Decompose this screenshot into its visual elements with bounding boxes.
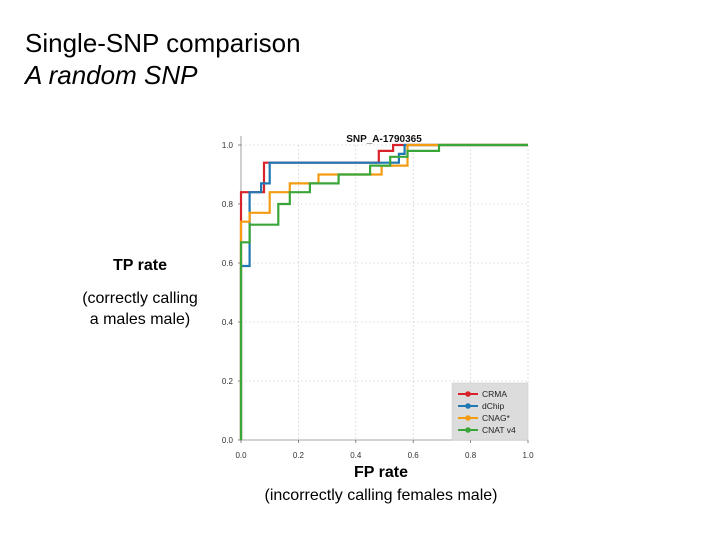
legend-label: CRMA (482, 389, 507, 399)
y-tick-label: 0.4 (222, 318, 234, 327)
series-lines (239, 143, 528, 440)
y-axis-sublabel: (correctly calling a males male) (40, 288, 240, 330)
y-tick-label: 0.6 (222, 259, 234, 268)
x-tick-label: 0.2 (293, 451, 305, 460)
slide-subtitle: A random SNP (25, 60, 198, 90)
x-tick-label: 0.8 (465, 451, 477, 460)
series-line-cnag (239, 143, 528, 440)
slide-title: Single-SNP comparison (25, 28, 301, 58)
y-axis-sublabel-line1: (correctly calling (82, 290, 198, 307)
series-line-dchip (239, 143, 528, 440)
y-axis-label: TP rate (113, 257, 167, 274)
x-tick-label: 1.0 (522, 451, 534, 460)
x-axis-label: FP rate (354, 464, 408, 481)
x-tick-label: 0.6 (408, 451, 420, 460)
y-axis-sublabel-line2: a males male) (89, 311, 191, 328)
legend-marker (465, 415, 471, 421)
legend-label: CNAT v4 (482, 425, 516, 435)
y-tick-label: 1.0 (222, 141, 234, 150)
legend-marker (465, 427, 471, 433)
legend-marker (465, 403, 471, 409)
legend-label: dChip (482, 401, 504, 411)
x-axis-sublabel: (incorrectly calling females male) (264, 487, 498, 504)
plot-title: SNP_A-1790365 (346, 134, 422, 145)
series-line-cnat-v4 (239, 143, 528, 440)
y-tick-label: 0.8 (222, 200, 234, 209)
x-ticks: 0.0 0.2 0.4 0.6 0.8 1.0 (235, 440, 534, 460)
x-tick-label: 0.4 (350, 451, 362, 460)
legend-marker (465, 391, 471, 397)
legend-label: CNAG* (482, 413, 511, 423)
y-tick-label: 0.2 (222, 377, 234, 386)
legend: CRMA dChip CNAG* CNAT v4 (451, 382, 529, 441)
y-tick-label: 0.0 (222, 436, 234, 445)
x-tick-label: 0.0 (235, 451, 247, 460)
y-ticks: 0.0 0.2 0.4 0.6 0.8 1.0 (222, 141, 241, 445)
grid (241, 144, 529, 440)
